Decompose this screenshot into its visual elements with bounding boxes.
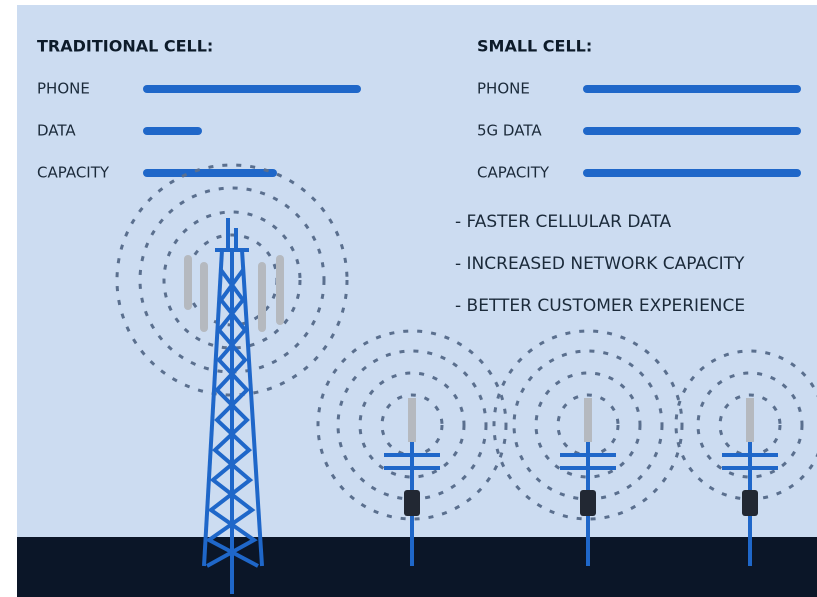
label: PHONE bbox=[477, 80, 530, 98]
infographic: TRADITIONAL CELL: PHONE DATA CAPACITY SM… bbox=[0, 0, 817, 597]
heading: SMALL CELL: bbox=[477, 37, 592, 56]
heading: TRADITIONAL CELL: bbox=[37, 37, 213, 56]
benefit: - INCREASED NETWORK CAPACITY bbox=[455, 254, 745, 274]
label: 5G DATA bbox=[477, 122, 542, 140]
label: PHONE bbox=[37, 80, 90, 98]
label: DATA bbox=[37, 122, 76, 140]
label: CAPACITY bbox=[37, 164, 110, 182]
label: CAPACITY bbox=[477, 164, 550, 182]
benefit: - BETTER CUSTOMER EXPERIENCE bbox=[455, 296, 745, 316]
ground bbox=[17, 537, 817, 597]
benefit: - FASTER CELLULAR DATA bbox=[455, 212, 672, 232]
